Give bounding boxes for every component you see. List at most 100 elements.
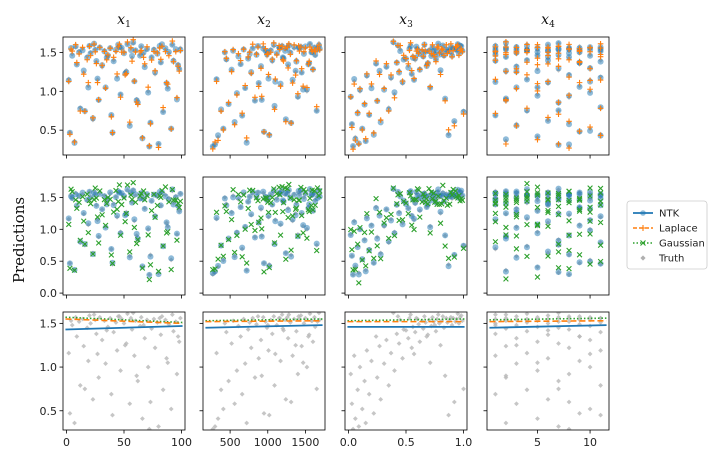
truth-point [256,355,262,361]
truth-point [524,350,530,356]
gaussian-point [362,263,369,269]
ntk-point [245,198,252,205]
truth-point [81,343,87,349]
truth-point [412,329,418,335]
truth-point [451,399,457,405]
ntk-point [370,259,377,266]
laplace-point [417,66,423,73]
ntk-point [545,248,551,255]
laplace-point [576,46,583,52]
laplace-point [246,49,253,56]
laplace-point [413,48,420,54]
ntk-point [239,244,246,251]
gaussian-point [269,194,276,201]
truth-point [210,426,216,430]
ntk-point [555,107,562,114]
column-title-3: x3 [399,12,413,30]
ntk-point [391,89,398,96]
laplace-point [84,56,90,63]
laplace-point [445,126,452,133]
laplace-point [135,101,141,108]
laplace-point [255,44,261,50]
gaussian-point [135,236,141,243]
truth-point [148,399,153,405]
gaussian-point [277,191,283,198]
truth-point [258,337,264,343]
laplace-point [524,49,530,56]
truth-point [245,327,251,332]
truth-point [279,312,285,318]
truth-point [503,373,509,379]
legend-entry-gaussian: Gaussian [633,239,705,250]
gaussian-point [597,190,604,196]
ntk-point [66,260,73,267]
laplace-point [305,61,312,67]
laplace-point [166,52,172,59]
laplace-point [566,145,572,151]
ntk-point [265,212,272,219]
legend-label: Laplace [659,224,698,235]
laplace-point [93,60,100,67]
truth-point [287,320,293,325]
gaussian-point [141,197,148,203]
gaussian-point [123,210,130,217]
gaussian-point [175,200,181,207]
laplace-point [285,65,291,71]
laplace-point [385,108,392,114]
truth-point [310,339,316,345]
truth-point [90,397,96,402]
truth-point [374,375,380,380]
truth-point [281,327,286,333]
ntk-point [300,86,307,93]
ntk-point [587,227,594,234]
laplace-point [373,58,379,64]
laplace-point [396,68,402,75]
ntk-point [576,259,583,266]
laplace-point [292,72,299,78]
laplace-point [454,42,461,48]
laplace-point [296,48,303,54]
truth-point [566,345,572,351]
truth-point [423,320,428,325]
laplace-point [255,83,262,90]
gaussian-point [576,208,583,214]
laplace-point [230,46,236,53]
gaussian-point [271,240,278,246]
laplace-point [286,41,292,47]
laplace-point [492,53,499,59]
truth-point [91,312,97,318]
truth-point [566,319,572,325]
laplace-point [130,37,137,43]
ntk-point [359,256,366,263]
laplace-point [534,88,541,94]
ntk-point [273,196,280,203]
laplace-point [237,57,244,64]
laplace-point [218,108,224,114]
gaussian-point [255,219,262,226]
ntk-point [576,222,583,229]
truth-point [288,399,294,405]
truth-point [223,329,229,335]
x-tick-label: 5 [534,436,541,449]
truth-point [424,334,430,339]
truth-point [503,420,509,426]
gaussian-point [368,229,375,235]
legend-marker [640,240,646,246]
panel-r2-c2 [199,176,326,299]
truth-point [381,361,387,366]
laplace-point [287,51,294,58]
truth-point [300,360,306,366]
truth-point [229,341,235,346]
truth-point [388,350,394,356]
truth-point [105,324,111,330]
ntk-point [141,205,148,212]
truth-point [177,315,183,321]
gaussian-point [103,200,110,207]
truth-point [266,348,271,353]
truth-point [220,406,226,412]
truth-point [156,424,161,429]
laplace-point [450,47,456,54]
laplace-point [307,44,313,50]
ntk-line [205,324,323,329]
truth-point [173,319,179,325]
